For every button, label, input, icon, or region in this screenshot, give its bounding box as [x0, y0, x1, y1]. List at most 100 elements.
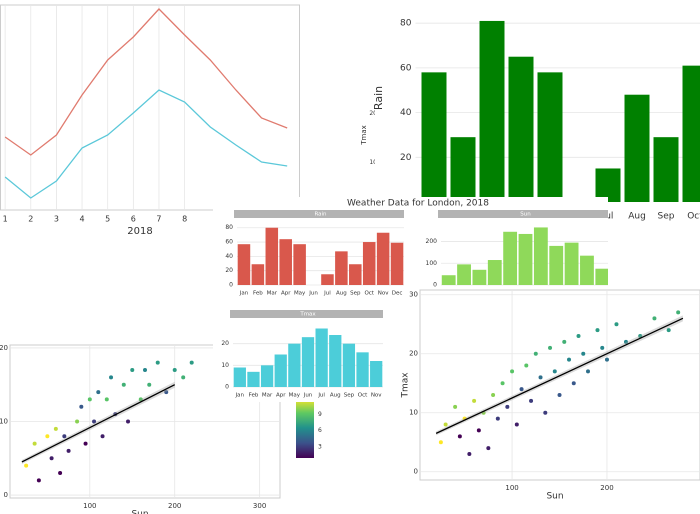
point	[83, 441, 88, 446]
bar	[479, 20, 505, 202]
point	[543, 410, 548, 415]
bar	[349, 264, 362, 285]
bar	[293, 244, 306, 285]
point	[147, 382, 152, 387]
colorbar-tick-label: 9	[318, 411, 322, 418]
y-tick-label: 60	[225, 239, 233, 246]
colorbar-tick-label: 3	[318, 444, 322, 451]
bar	[247, 371, 260, 387]
x-tick-label: Dec	[392, 291, 403, 297]
point	[100, 434, 105, 439]
y-tick-label: 200	[426, 238, 438, 245]
point	[652, 316, 657, 321]
point	[164, 390, 169, 395]
bar	[537, 72, 563, 202]
x-tick-label: Jan	[239, 291, 249, 297]
y-tick-label: 10	[0, 418, 8, 426]
x-tick-label: Aug	[628, 212, 646, 222]
x-tick-label: Jun	[308, 291, 318, 297]
x-tick-label: Jun	[303, 393, 313, 399]
x-tick-label: Aug	[336, 291, 347, 297]
y-tick-label: 20	[0, 344, 8, 352]
y-tick-label: 0	[414, 468, 418, 476]
point	[121, 382, 126, 387]
point	[586, 369, 590, 374]
point	[189, 360, 194, 365]
bar	[237, 244, 251, 285]
bar	[682, 65, 700, 202]
x-tick-label: Nov	[371, 393, 382, 399]
point	[143, 368, 147, 373]
x-tick-label: Jul	[323, 291, 331, 297]
x-tick-label: May	[289, 393, 301, 399]
x-tick-label: 8	[182, 215, 187, 224]
x-tick-label: May	[294, 291, 306, 297]
facet-strip	[234, 210, 404, 218]
point	[130, 368, 135, 373]
bar	[260, 365, 274, 387]
x-tick-label: Feb	[249, 393, 259, 399]
line-series	[4, 8, 288, 156]
point	[495, 416, 500, 421]
point	[576, 334, 581, 339]
scatter-chart: 0 10 20 30 100 200 Sun Tmax	[401, 289, 700, 502]
bar	[595, 168, 621, 202]
x-tick-label: 7	[156, 215, 161, 224]
y-tick-label: 20	[400, 153, 412, 163]
bar	[450, 137, 476, 202]
point	[96, 390, 101, 395]
point	[24, 463, 29, 468]
plot-frame	[419, 289, 700, 481]
bar	[457, 264, 471, 285]
x-tick-label: Apr	[281, 291, 291, 297]
bar	[503, 231, 518, 285]
facet-strip	[230, 310, 383, 318]
y-tick-label: 10	[409, 409, 418, 417]
x-tick-label: 1	[3, 215, 8, 224]
bar	[533, 227, 548, 285]
y-tick-label: 40	[225, 253, 233, 260]
bar	[356, 352, 369, 387]
point	[181, 375, 186, 380]
point	[126, 419, 131, 424]
x-tick-label: Apr	[276, 393, 286, 399]
x-tick-label: 300	[253, 502, 266, 510]
point	[62, 434, 67, 439]
bar	[315, 328, 328, 387]
x-tick-label: 3	[54, 215, 59, 224]
y-axis-label: Tmax	[360, 125, 368, 146]
bar	[549, 245, 564, 285]
trend-line	[435, 317, 684, 434]
point	[519, 387, 524, 392]
facet-title: Tmax	[299, 312, 316, 318]
point	[453, 404, 458, 409]
bar	[362, 242, 376, 285]
bar	[288, 343, 301, 387]
point	[138, 397, 143, 402]
point	[533, 351, 538, 356]
point	[571, 381, 576, 386]
x-tick-label: Jan	[235, 393, 245, 399]
scatter-chart: 01020100200300Sun369	[0, 344, 322, 514]
point	[443, 422, 448, 427]
point	[538, 375, 543, 380]
y-tick-label: 10	[369, 159, 377, 166]
point	[567, 357, 572, 362]
x-tick-label: Oct	[364, 291, 374, 297]
y-tick-label: 80	[400, 19, 412, 29]
point	[491, 393, 496, 398]
x-axis-label: Sun	[546, 492, 563, 502]
bar	[279, 239, 292, 285]
x-tick-label: Sep	[658, 212, 675, 222]
y-tick-label: 0	[225, 384, 229, 391]
line-series	[4, 89, 288, 199]
facet-chart: Weather Data for London, 2018 Rain 0 20 40 60…	[213, 197, 608, 402]
point	[155, 360, 160, 365]
y-tick-label: 40	[400, 108, 412, 118]
bar	[329, 335, 342, 387]
point	[109, 375, 114, 380]
bar	[233, 367, 246, 387]
bar	[390, 242, 404, 285]
y-tick-label: 0	[4, 491, 8, 499]
trend-line	[21, 384, 176, 463]
